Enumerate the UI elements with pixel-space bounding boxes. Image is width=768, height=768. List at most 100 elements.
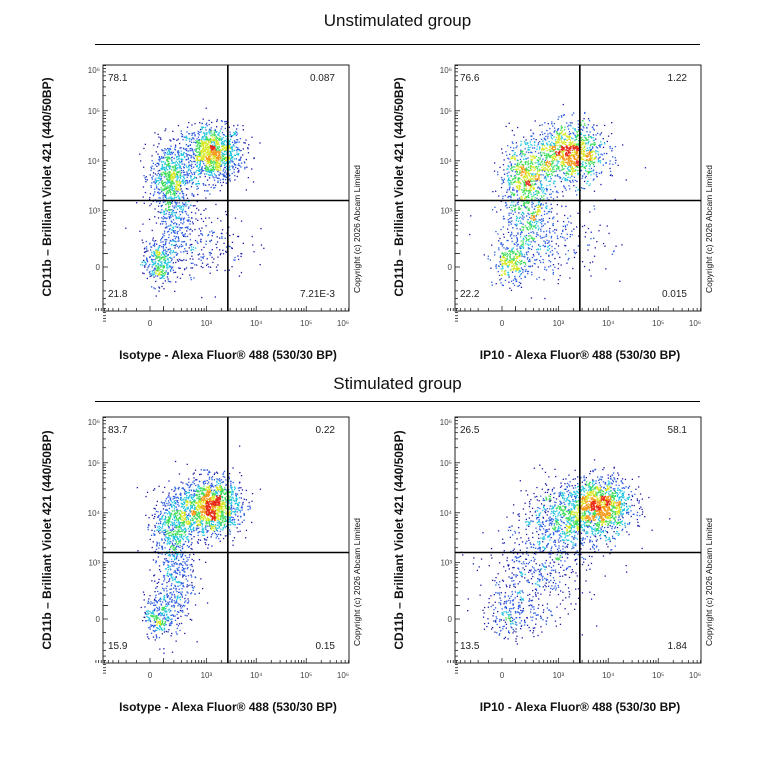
event-dot — [516, 187, 518, 189]
event-dot — [220, 149, 222, 152]
event-dot — [183, 174, 185, 176]
event-dot — [210, 142, 212, 144]
event-dot — [142, 242, 144, 244]
event-dot — [208, 157, 210, 159]
event-dot — [200, 139, 202, 141]
event-dot — [199, 151, 201, 153]
event-dot — [170, 193, 172, 196]
event-dot — [527, 149, 529, 151]
event-dot — [149, 275, 151, 278]
event-dot — [157, 249, 160, 251]
event-dot — [182, 171, 184, 174]
event-dot — [217, 181, 219, 184]
event-dot — [159, 258, 161, 260]
event-dot — [514, 223, 516, 226]
event-dot — [172, 231, 175, 233]
event-dot — [189, 160, 192, 162]
event-dot — [139, 153, 141, 155]
event-dot — [500, 209, 502, 211]
event-dot — [155, 184, 158, 186]
event-dot — [584, 166, 586, 168]
event-dot — [225, 150, 228, 152]
event-dot — [210, 165, 212, 167]
event-dot — [524, 206, 526, 209]
event-dot — [173, 188, 175, 190]
event-dot — [228, 158, 230, 160]
event-dot — [167, 264, 169, 266]
event-dot — [593, 169, 595, 171]
event-dot — [208, 174, 211, 177]
event-dot — [149, 255, 151, 258]
event-dot — [509, 262, 511, 264]
event-dot — [223, 153, 225, 155]
event-dot — [583, 146, 585, 148]
event-dot — [557, 191, 559, 194]
event-dot — [158, 245, 160, 247]
event-dot — [158, 197, 160, 199]
event-dot — [186, 230, 188, 232]
event-dot — [171, 187, 173, 189]
event-dot — [220, 148, 222, 151]
event-dot — [199, 176, 201, 178]
event-dot — [192, 181, 194, 183]
event-dot — [526, 215, 528, 217]
event-dot — [592, 126, 594, 128]
event-dot — [517, 184, 519, 187]
y-tick-label: 10⁶ — [88, 66, 100, 75]
event-dot — [152, 273, 154, 275]
event-dot — [218, 149, 220, 151]
event-dot — [596, 176, 598, 178]
event-dot — [521, 151, 523, 154]
event-dot — [505, 259, 507, 262]
event-dot — [160, 156, 163, 158]
event-dot — [164, 217, 166, 219]
event-dot — [561, 160, 563, 163]
event-dots — [469, 103, 647, 300]
event-dot — [167, 169, 169, 171]
event-dot — [155, 256, 158, 258]
event-dot — [572, 181, 574, 183]
event-dot — [183, 163, 185, 165]
event-dot — [559, 155, 561, 157]
event-dot — [532, 166, 535, 168]
event-dot — [211, 145, 213, 148]
event-dot — [186, 131, 188, 133]
event-dot — [580, 121, 582, 123]
event-dot — [185, 213, 188, 215]
event-dot — [158, 256, 160, 258]
event-dot — [519, 228, 521, 230]
event-dot — [230, 158, 232, 160]
event-dot — [568, 137, 570, 139]
event-dot — [229, 154, 231, 157]
event-dot — [196, 162, 198, 164]
event-dot — [576, 159, 578, 161]
event-dot — [210, 141, 212, 144]
event-dot — [555, 152, 557, 155]
event-dot — [531, 169, 533, 171]
event-dot — [233, 171, 235, 173]
event-dot — [180, 158, 182, 160]
event-dot — [531, 221, 534, 223]
event-dot — [569, 155, 571, 157]
event-dot — [182, 154, 185, 156]
event-dot — [570, 142, 572, 144]
event-dot — [516, 164, 518, 166]
event-dot — [225, 162, 228, 164]
event-dot — [518, 271, 520, 273]
event-dot — [170, 265, 172, 268]
event-dot — [218, 138, 220, 140]
event-dot — [501, 262, 503, 264]
event-dot — [194, 264, 196, 266]
event-dot — [501, 176, 503, 179]
event-dot — [150, 246, 152, 248]
event-dot — [525, 168, 527, 170]
event-dot — [155, 280, 157, 283]
event-dot — [159, 277, 161, 279]
event-dot — [166, 258, 169, 260]
event-dot — [223, 134, 225, 136]
event-dot — [556, 168, 558, 170]
event-dot — [185, 137, 187, 139]
event-dot — [175, 180, 177, 182]
event-dot — [196, 151, 199, 153]
event-dot — [500, 278, 502, 280]
